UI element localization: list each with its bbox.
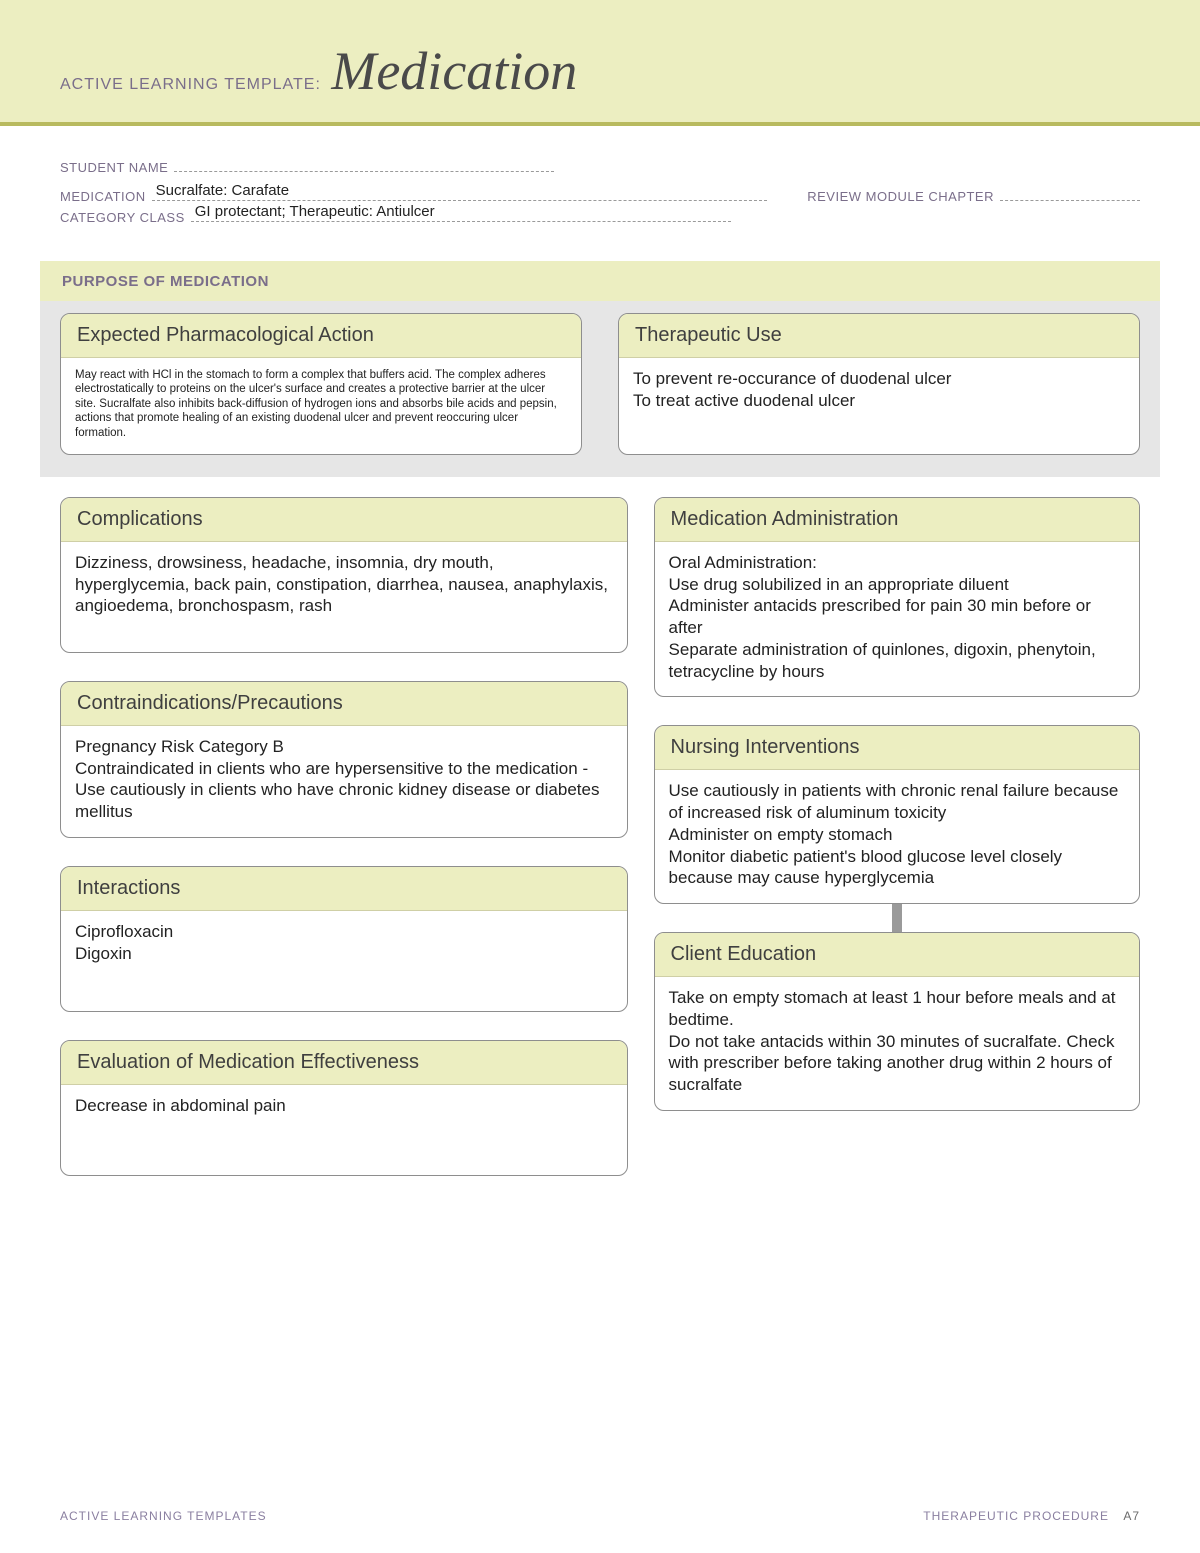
education-body: Take on empty stomach at least 1 hour be…: [655, 977, 1139, 1110]
nursing-title: Nursing Interventions: [655, 726, 1139, 770]
therapeutic-use-body: To prevent re-occurance of duodenal ulce…: [619, 358, 1139, 426]
therapeutic-use-title: Therapeutic Use: [619, 314, 1139, 358]
left-column: Complications Dizziness, drowsiness, hea…: [60, 497, 628, 1204]
contraindications-card: Contraindications/Precautions Pregnancy …: [60, 681, 628, 838]
contraindications-title: Contraindications/Precautions: [61, 682, 627, 726]
footer: ACTIVE LEARNING TEMPLATES THERAPEUTIC PR…: [60, 1509, 1140, 1523]
medication-line[interactable]: Sucralfate: Carafate: [152, 183, 768, 201]
pharm-action-card: Expected Pharmacological Action May reac…: [60, 313, 582, 455]
pharm-action-title: Expected Pharmacological Action: [61, 314, 581, 358]
category-label: CATEGORY CLASS: [60, 210, 185, 225]
footer-right: THERAPEUTIC PROCEDURE A7: [923, 1509, 1140, 1523]
right-column: Medication Administration Oral Administr…: [654, 497, 1140, 1204]
pharm-action-body: May react with HCl in the stomach to for…: [61, 358, 581, 454]
purpose-section: PURPOSE OF MEDICATION Expected Pharmacol…: [40, 261, 1160, 477]
purpose-title: PURPOSE OF MEDICATION: [62, 273, 269, 290]
interactions-title: Interactions: [61, 867, 627, 911]
interactions-card: Interactions Ciprofloxacin Digoxin: [60, 866, 628, 1012]
meta-block: STUDENT NAME MEDICATION Sucralfate: Cara…: [0, 126, 1200, 243]
purpose-head: PURPOSE OF MEDICATION: [40, 261, 1160, 301]
page: ACTIVE LEARNING TEMPLATE: Medication STU…: [0, 0, 1200, 1553]
footer-left: ACTIVE LEARNING TEMPLATES: [60, 1509, 267, 1523]
banner: ACTIVE LEARNING TEMPLATE: Medication: [0, 0, 1200, 126]
complications-title: Complications: [61, 498, 627, 542]
interactions-body: Ciprofloxacin Digoxin: [61, 911, 627, 1011]
connector-line: [892, 904, 902, 934]
administration-card: Medication Administration Oral Administr…: [654, 497, 1140, 698]
administration-body: Oral Administration: Use drug solubilize…: [655, 542, 1139, 697]
review-line[interactable]: [1000, 183, 1140, 201]
complications-card: Complications Dizziness, drowsiness, hea…: [60, 497, 628, 653]
student-name-line[interactable]: [174, 154, 554, 172]
education-title: Client Education: [655, 933, 1139, 977]
medication-value: Sucralfate: Carafate: [156, 182, 289, 199]
banner-title: Medication: [331, 41, 577, 101]
columns: Complications Dizziness, drowsiness, hea…: [0, 497, 1200, 1204]
evaluation-card: Evaluation of Medication Effectiveness D…: [60, 1040, 628, 1176]
medication-label: MEDICATION: [60, 189, 146, 204]
footer-page: A7: [1123, 1509, 1140, 1523]
contraindications-body: Pregnancy Risk Category B Contraindicate…: [61, 726, 627, 837]
review-label: REVIEW MODULE CHAPTER: [807, 189, 994, 204]
category-row: CATEGORY CLASS GI protectant; Therapeuti…: [60, 204, 1140, 225]
therapeutic-use-card: Therapeutic Use To prevent re-occurance …: [618, 313, 1140, 455]
nursing-body: Use cautiously in patients with chronic …: [655, 770, 1139, 903]
category-value: GI protectant; Therapeutic: Antiulcer: [195, 203, 435, 220]
student-name-row: STUDENT NAME: [60, 154, 1140, 175]
category-line[interactable]: GI protectant; Therapeutic: Antiulcer: [191, 204, 731, 222]
evaluation-body: Decrease in abdominal pain: [61, 1085, 627, 1175]
education-card: Client Education Take on empty stomach a…: [654, 932, 1140, 1111]
student-name-label: STUDENT NAME: [60, 160, 168, 175]
medication-row: MEDICATION Sucralfate: Carafate REVIEW M…: [60, 183, 1140, 204]
administration-title: Medication Administration: [655, 498, 1139, 542]
banner-prefix: ACTIVE LEARNING TEMPLATE:: [60, 76, 321, 93]
complications-body: Dizziness, drowsiness, headache, insomni…: [61, 542, 627, 652]
footer-right-text: THERAPEUTIC PROCEDURE: [923, 1509, 1109, 1523]
nursing-card: Nursing Interventions Use cautiously in …: [654, 725, 1140, 904]
evaluation-title: Evaluation of Medication Effectiveness: [61, 1041, 627, 1085]
